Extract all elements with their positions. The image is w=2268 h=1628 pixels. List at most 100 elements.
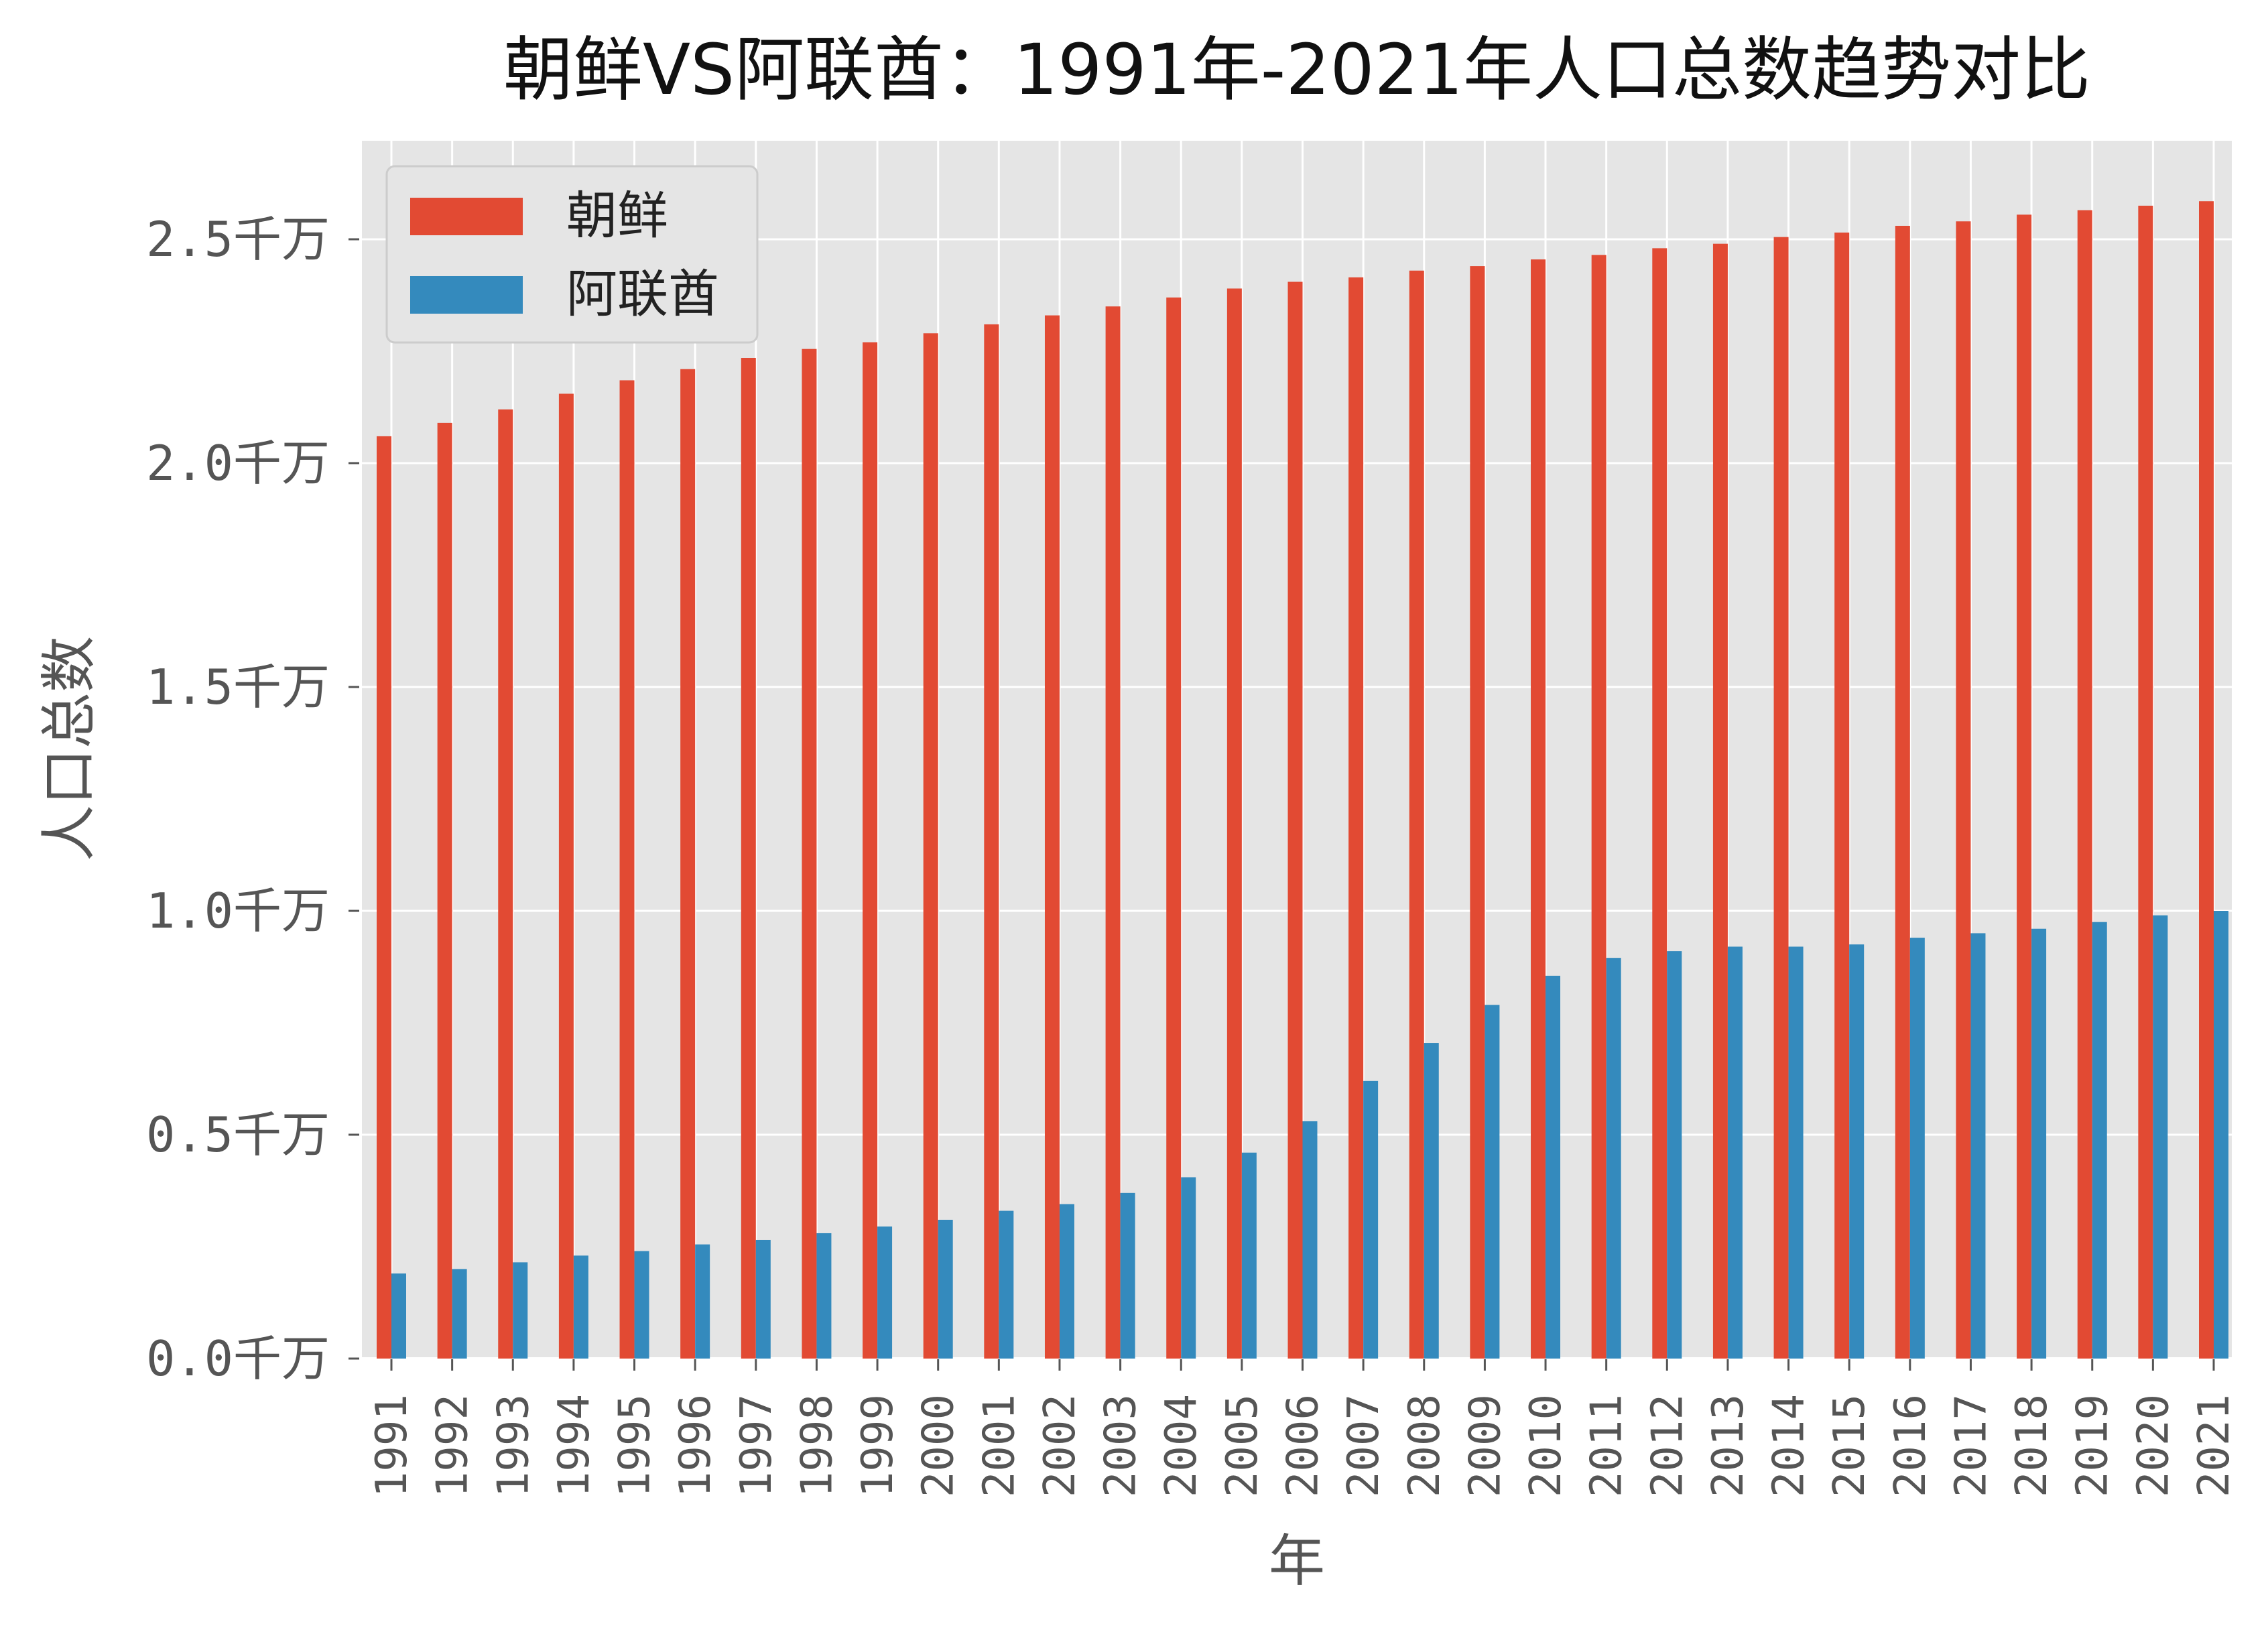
bar-uae-2011 bbox=[1606, 958, 1621, 1359]
bar-north-korea-1997 bbox=[741, 358, 756, 1359]
x-tick-label: 2020 bbox=[2129, 1394, 2178, 1497]
x-tick-label: 2007 bbox=[1339, 1394, 1389, 1497]
x-axis: 1991 1992 1993 1994 1995 1996 1997 1998 1999 2000… bbox=[367, 1359, 2239, 1497]
bar-north-korea-2020 bbox=[2138, 205, 2153, 1359]
bar-uae-2007 bbox=[1363, 1080, 1379, 1359]
x-tick-label: 2006 bbox=[1279, 1394, 1328, 1497]
x-tick-label: 2009 bbox=[1460, 1394, 1510, 1497]
bar-uae-1993 bbox=[513, 1262, 528, 1359]
x-tick-label: 2021 bbox=[2190, 1394, 2239, 1497]
x-tick-label: 1995 bbox=[611, 1394, 660, 1497]
bar-uae-1995 bbox=[634, 1251, 649, 1359]
bar-north-korea-2007 bbox=[1348, 277, 1364, 1359]
x-tick-label: 2008 bbox=[1400, 1394, 1450, 1497]
bar-north-korea-2006 bbox=[1287, 281, 1303, 1359]
bar-uae-2020 bbox=[2153, 915, 2168, 1359]
bar-uae-2014 bbox=[1788, 946, 1804, 1359]
bar-north-korea-1998 bbox=[802, 349, 817, 1359]
y-tick-label: 0.5千万 bbox=[146, 1107, 330, 1163]
bar-north-korea-1992 bbox=[437, 422, 452, 1359]
bar-uae-2018 bbox=[2031, 928, 2047, 1359]
bar-uae-2015 bbox=[1849, 944, 1865, 1359]
bar-uae-2013 bbox=[1727, 946, 1743, 1359]
bar-north-korea-2003 bbox=[1105, 306, 1121, 1359]
x-tick-label: 1991 bbox=[367, 1394, 417, 1497]
bar-uae-2016 bbox=[1909, 938, 1925, 1359]
x-tick-label: 2002 bbox=[1035, 1394, 1085, 1497]
legend-label-uae: 阿联酋 bbox=[566, 264, 719, 324]
bar-north-korea-2004 bbox=[1166, 297, 1182, 1359]
y-tick-label: 1.5千万 bbox=[146, 659, 330, 715]
x-tick-label: 2000 bbox=[914, 1394, 964, 1497]
bar-north-korea-2010 bbox=[1531, 259, 1546, 1359]
y-tick-label: 2.0千万 bbox=[146, 435, 330, 491]
legend: 朝鲜 阿联酋 bbox=[385, 165, 759, 344]
bar-uae-2017 bbox=[1970, 933, 1986, 1359]
legend-swatch-uae bbox=[410, 276, 523, 314]
bar-north-korea-1996 bbox=[680, 369, 696, 1359]
x-tick-label: 2001 bbox=[974, 1394, 1024, 1497]
x-tick-label: 2015 bbox=[1825, 1394, 1875, 1497]
y-tick-label: 2.5千万 bbox=[146, 211, 330, 267]
x-tick-label: 1997 bbox=[732, 1394, 781, 1497]
bars bbox=[377, 201, 2228, 1359]
bar-north-korea-2021 bbox=[2199, 201, 2214, 1359]
x-tick-label: 2012 bbox=[1643, 1394, 1692, 1497]
bar-north-korea-2014 bbox=[1773, 237, 1789, 1359]
x-tick-label: 1996 bbox=[671, 1394, 720, 1497]
x-tick-label: 2003 bbox=[1096, 1394, 1146, 1497]
x-tick-label: 2005 bbox=[1218, 1394, 1267, 1497]
x-tick-label: 1994 bbox=[550, 1394, 599, 1497]
bar-north-korea-1993 bbox=[498, 409, 513, 1359]
bar-uae-2009 bbox=[1485, 1005, 1500, 1359]
bar-north-korea-2009 bbox=[1470, 266, 1485, 1359]
bar-uae-2000 bbox=[938, 1219, 953, 1359]
bar-north-korea-2013 bbox=[1712, 243, 1728, 1359]
x-tick-label: 2004 bbox=[1157, 1394, 1206, 1497]
bar-north-korea-2005 bbox=[1226, 288, 1242, 1359]
bar-north-korea-2001 bbox=[984, 324, 999, 1359]
y-tick-label: 1.0千万 bbox=[146, 883, 330, 939]
bar-north-korea-2017 bbox=[1956, 221, 1971, 1359]
bar-uae-1994 bbox=[573, 1255, 588, 1359]
legend-label-north-korea: 朝鲜 bbox=[566, 186, 668, 245]
bar-uae-1996 bbox=[695, 1244, 710, 1359]
bar-uae-2021 bbox=[2214, 911, 2228, 1359]
y-axis-label: 人口总数 bbox=[36, 636, 102, 861]
bar-north-korea-2015 bbox=[1834, 232, 1850, 1359]
bar-uae-2010 bbox=[1546, 975, 1561, 1359]
bar-uae-1997 bbox=[755, 1239, 771, 1359]
bar-north-korea-2016 bbox=[1895, 225, 1910, 1359]
x-tick-label: 1992 bbox=[428, 1394, 478, 1497]
bar-north-korea-2018 bbox=[2017, 214, 2032, 1359]
legend-swatch-north-korea bbox=[410, 198, 523, 235]
bar-north-korea-2000 bbox=[923, 333, 938, 1359]
x-axis-label: 年 bbox=[1269, 1528, 1325, 1594]
bar-uae-2004 bbox=[1181, 1177, 1196, 1359]
bar-uae-2003 bbox=[1120, 1192, 1135, 1359]
x-tick-label: 2018 bbox=[2007, 1394, 2057, 1497]
x-tick-label: 2019 bbox=[2068, 1394, 2118, 1497]
bar-uae-2001 bbox=[999, 1210, 1014, 1359]
y-axis: 0.0千万 0.5千万 1.0千万 1.5千万 2.0千万 2.5千万 bbox=[146, 211, 359, 1387]
bar-north-korea-1999 bbox=[863, 342, 878, 1359]
bar-uae-1998 bbox=[816, 1233, 832, 1359]
bar-uae-2005 bbox=[1241, 1152, 1257, 1359]
x-tick-label: 1999 bbox=[853, 1394, 903, 1497]
chart-title: 朝鲜VS阿联酋：1991年-2021年人口总数趋势对比 bbox=[503, 29, 2090, 111]
bar-uae-2002 bbox=[1059, 1204, 1074, 1359]
bar-uae-2008 bbox=[1424, 1043, 1439, 1359]
bar-north-korea-2011 bbox=[1591, 255, 1606, 1359]
x-tick-label: 2016 bbox=[1886, 1394, 1936, 1497]
bar-uae-2006 bbox=[1302, 1121, 1318, 1359]
bar-north-korea-2008 bbox=[1409, 270, 1424, 1359]
bar-uae-1999 bbox=[877, 1226, 893, 1359]
bar-uae-2019 bbox=[2092, 922, 2107, 1359]
x-tick-label: 2013 bbox=[1704, 1394, 1753, 1497]
x-tick-label: 1993 bbox=[489, 1394, 538, 1497]
bar-north-korea-1995 bbox=[619, 380, 635, 1359]
x-tick-label: 1998 bbox=[792, 1394, 842, 1497]
bar-uae-1992 bbox=[452, 1269, 467, 1359]
x-tick-label: 2011 bbox=[1582, 1394, 1632, 1497]
